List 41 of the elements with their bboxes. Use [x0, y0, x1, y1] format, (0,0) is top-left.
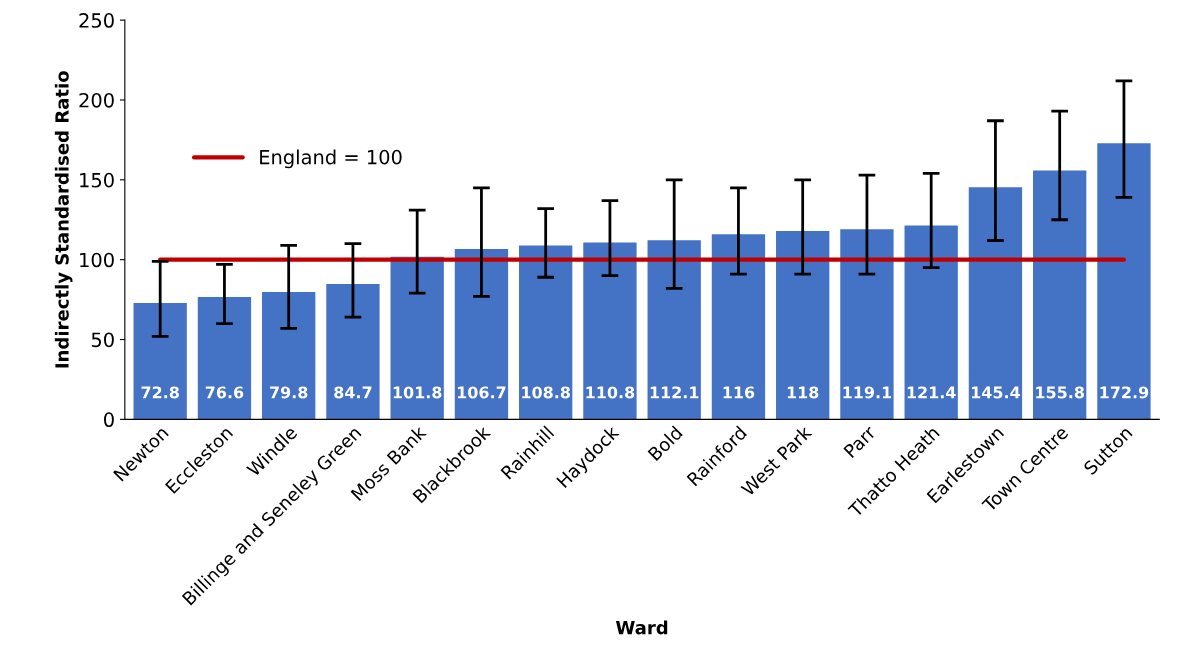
legend-label: England = 100 [260, 149, 402, 169]
bar [776, 230, 830, 420]
data-label: 76.6 [205, 386, 244, 399]
data-label: 106.7 [457, 386, 506, 399]
data-label: 118 [787, 386, 819, 399]
data-label: 121.4 [907, 386, 956, 399]
bar [390, 256, 444, 420]
bar [904, 225, 958, 420]
bar [133, 303, 187, 420]
data-label: 155.8 [1036, 386, 1084, 399]
bar [197, 297, 252, 420]
y-tick-label: 100 [80, 252, 114, 268]
data-label: 108.8 [522, 386, 570, 399]
data-label: 84.7 [334, 386, 372, 399]
y-tick-label: 0 [104, 412, 114, 428]
data-label: 79.8 [270, 386, 308, 399]
data-label: 110.8 [586, 386, 635, 399]
bar [647, 240, 701, 420]
data-label: 119.1 [843, 386, 892, 399]
bar [1033, 170, 1087, 420]
bar [968, 187, 1023, 420]
data-label: 72.8 [141, 386, 179, 399]
y-axis-title: Indirectly Standardised Ratio [54, 71, 73, 368]
data-label: 116 [723, 386, 755, 399]
bar [583, 242, 637, 420]
data-label: 112.1 [650, 386, 699, 399]
bar [519, 245, 573, 420]
bar [840, 229, 894, 420]
data-label: 145.4 [971, 386, 1020, 399]
data-label: 172.9 [1100, 386, 1149, 399]
y-tick-label: 50 [91, 332, 114, 348]
bar [262, 291, 316, 420]
data-label: 101.8 [393, 386, 442, 399]
bar [711, 234, 766, 420]
y-tick-label: 250 [79, 13, 114, 28]
y-tick-label: 150 [80, 172, 114, 188]
bar [326, 284, 380, 420]
bar [454, 248, 509, 420]
x-axis-title: Ward [615, 620, 668, 635]
bar [1097, 143, 1151, 420]
y-tick-label: 200 [79, 92, 114, 108]
